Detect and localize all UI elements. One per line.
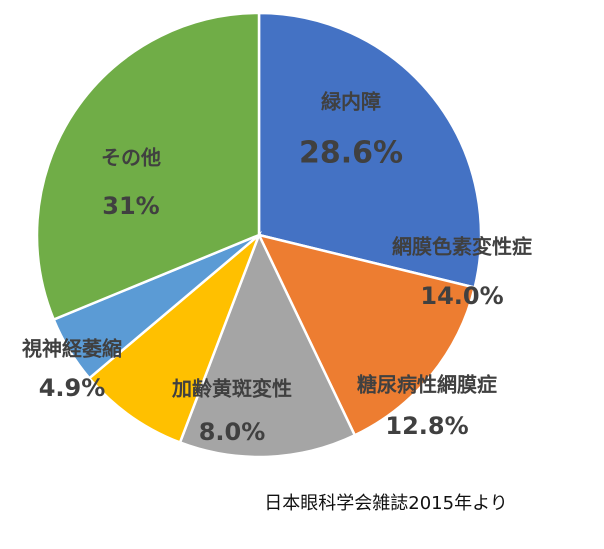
pie-slice-3 [87, 230, 262, 445]
label-retinitis-pigmentosa: 網膜色素変性症 [392, 234, 532, 259]
pie-slice-5 [35, 11, 261, 322]
value-macular-degeneration: 8.0% [198, 418, 266, 446]
value-other: 31% [102, 192, 160, 220]
label-macular-degeneration: 加齢黄斑変性 [172, 376, 292, 401]
value-diabetic-retinopathy: 12.8% [385, 412, 469, 440]
pie-slice-2 [178, 231, 357, 459]
label-optic-atrophy: 視神経萎縮 [22, 336, 122, 361]
label-diabetic-retinopathy: 糖尿病性網膜症 [357, 372, 497, 397]
pie-slice-1 [256, 233, 477, 437]
label-glaucoma: 緑内障 [321, 89, 381, 114]
value-glaucoma: 28.6% [298, 135, 404, 171]
value-optic-atrophy: 4.9% [38, 374, 106, 402]
pie-slice-0 [257, 11, 483, 290]
value-retinitis-pigmentosa: 14.0% [420, 282, 504, 310]
label-other: その他 [101, 145, 161, 170]
source-note: 日本眼科学会雑誌2015年より [264, 493, 508, 514]
